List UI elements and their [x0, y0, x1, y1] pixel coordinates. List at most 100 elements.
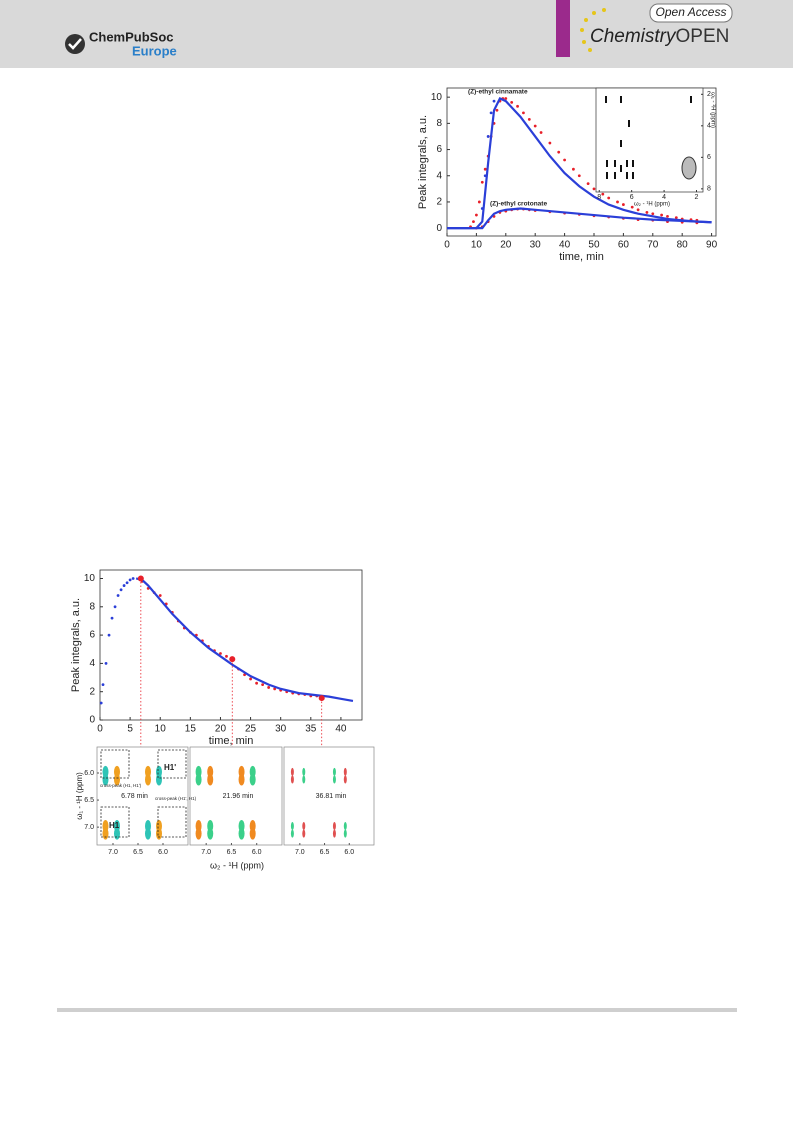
- data-point: [522, 111, 525, 115]
- nmr-peak: [195, 827, 202, 840]
- inset-peak: [632, 172, 634, 179]
- data-point: [273, 687, 277, 691]
- y-tick-label: 8: [89, 601, 95, 612]
- badge: Open Access: [656, 5, 727, 19]
- panel-x-tick-label: 6.5: [133, 849, 143, 856]
- nmr-panel: [283, 746, 375, 846]
- nmr-peak: [343, 767, 347, 776]
- panel-label: cross-peak (H1, H1'): [100, 783, 142, 788]
- nmr-peak: [156, 827, 162, 840]
- publisher: ChemPubSoc: [89, 29, 174, 44]
- data-point: [660, 213, 664, 217]
- data-point: [572, 167, 575, 171]
- peak-box: [100, 806, 130, 838]
- annotation: (Z)-ethyl cinnamate: [468, 89, 528, 96]
- data-point: [504, 97, 508, 100]
- badge-box: [649, 3, 733, 23]
- data-point: [101, 683, 105, 687]
- footer-rule: [57, 1008, 737, 1012]
- data-point: [533, 124, 537, 128]
- nmr-panel: [96, 746, 189, 846]
- y-tick-label: 6: [436, 144, 442, 155]
- panel-y-tick-label: 7.0: [84, 824, 94, 831]
- nmr-peak: [207, 773, 214, 786]
- inset-x-tick-label: 2: [695, 194, 699, 201]
- x-tick-label: 50: [588, 240, 600, 251]
- x-tick-label: 0: [444, 240, 450, 251]
- data-point: [480, 180, 484, 184]
- series-line: [447, 97, 712, 230]
- data-point: [99, 701, 103, 705]
- data-point: [122, 584, 126, 587]
- plot-frame: [99, 569, 363, 721]
- data-point: [107, 633, 111, 637]
- x-tick-label: 20: [500, 240, 512, 251]
- panel-x-tick-label: 6.5: [227, 849, 237, 856]
- data-point: [577, 174, 581, 178]
- nmr-peak: [249, 773, 256, 786]
- data-point: [616, 200, 619, 204]
- data-point: [539, 131, 543, 134]
- inset-peak: [606, 172, 608, 179]
- y-axis-label: Peak integrals, a.u.: [70, 598, 82, 692]
- y-tick-label: 2: [89, 686, 95, 697]
- panel-label: H1: [109, 821, 120, 830]
- inset-y-tick-label: 4: [707, 123, 711, 130]
- data-point: [527, 118, 531, 121]
- x-tick-label: 30: [530, 240, 542, 251]
- data-point: [119, 588, 123, 592]
- data-point: [510, 101, 514, 104]
- journal: ChemistryOPEN: [590, 26, 729, 47]
- panel-x-label: ω₂ - ¹H (ppm): [210, 860, 264, 870]
- y-tick-label: 10: [84, 573, 96, 584]
- data-point: [225, 654, 228, 658]
- data-point: [489, 111, 493, 115]
- series-line: [135, 577, 354, 702]
- inset-peak: [620, 96, 622, 103]
- data-point: [492, 99, 496, 103]
- panel-time: 36.81 min: [316, 793, 347, 800]
- inset-peak: [614, 160, 616, 167]
- data-point: [472, 220, 475, 223]
- y-tick-label: 0: [89, 715, 95, 726]
- data-point: [110, 616, 114, 620]
- x-tick-label: 20: [215, 724, 227, 735]
- inset-y-tick-label: 2: [707, 91, 711, 98]
- y-tick-label: 2: [436, 197, 442, 208]
- nmr-peak: [145, 773, 151, 786]
- data-point: [483, 167, 487, 171]
- x-tick-label: 80: [677, 240, 689, 251]
- inset-peak: [626, 160, 628, 167]
- nmr-peak: [290, 829, 294, 838]
- x-tick-label: 40: [559, 240, 571, 251]
- inset-peak: [606, 160, 608, 167]
- nmr-peak: [195, 773, 202, 786]
- y-tick-label: 0: [436, 223, 442, 234]
- x-tick-label: 40: [335, 724, 347, 735]
- panel-label: cross-peak (H1', H1): [155, 796, 197, 801]
- x-tick-label: 0: [97, 724, 103, 735]
- data-point: [645, 211, 649, 214]
- x-tick-label: 10: [471, 240, 483, 251]
- panel-x-tick-label: 7.0: [295, 849, 305, 856]
- inset-y-label: ω₁ - ¹H (ppm): [709, 92, 715, 128]
- x-tick-label: 15: [185, 724, 197, 735]
- y-tick-label: 4: [436, 170, 442, 181]
- data-point: [261, 683, 265, 687]
- data-point: [131, 577, 135, 580]
- nmr-peak: [332, 822, 336, 831]
- x-tick-label: 60: [618, 240, 630, 251]
- data-point: [113, 605, 117, 609]
- data-point: [474, 213, 478, 217]
- panel-x-tick-label: 6.0: [252, 849, 262, 856]
- data-point: [636, 208, 640, 212]
- nmr-peak: [249, 827, 256, 840]
- x-tick-label: 25: [245, 724, 257, 735]
- inset-x-tick-label: 4: [662, 194, 666, 201]
- nmr-peak: [290, 822, 294, 831]
- series-line: [447, 207, 712, 230]
- panel-label: H1': [164, 763, 176, 772]
- data-point: [125, 581, 129, 585]
- inset-x-label: ω₂ - ¹H (ppm): [634, 202, 670, 208]
- data-point: [557, 150, 561, 154]
